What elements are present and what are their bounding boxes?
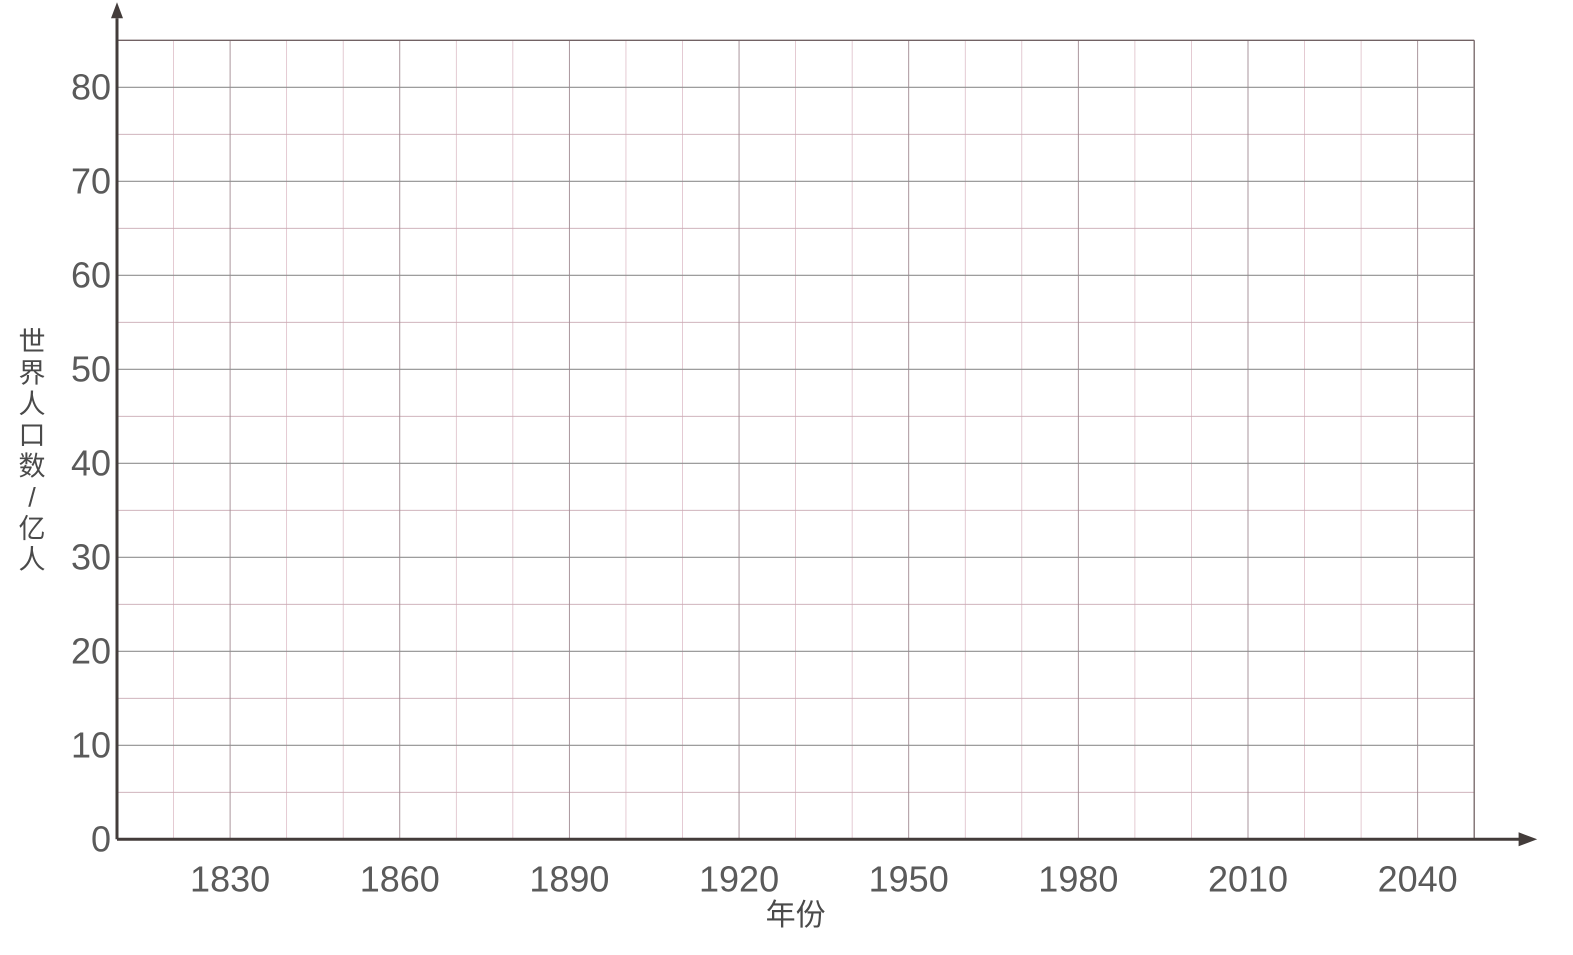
svg-text:40: 40 (71, 442, 111, 483)
svg-text:20: 20 (71, 630, 111, 671)
svg-text:1890: 1890 (529, 858, 609, 899)
svg-text:1860: 1860 (360, 858, 440, 899)
svg-text:世界人口数/亿人: 世界人口数/亿人 (19, 327, 46, 575)
svg-text:60: 60 (71, 254, 111, 295)
svg-text:1920: 1920 (699, 858, 779, 899)
svg-text:2040: 2040 (1378, 858, 1458, 899)
svg-text:0: 0 (91, 818, 111, 859)
svg-text:10: 10 (71, 724, 111, 765)
svg-text:1950: 1950 (869, 858, 949, 899)
svg-text:1980: 1980 (1038, 858, 1118, 899)
svg-text:80: 80 (71, 66, 111, 107)
svg-text:30: 30 (71, 536, 111, 577)
svg-text:1830: 1830 (190, 858, 270, 899)
svg-text:70: 70 (71, 160, 111, 201)
svg-text:年份: 年份 (766, 899, 826, 932)
svg-text:2010: 2010 (1208, 858, 1288, 899)
svg-text:50: 50 (71, 348, 111, 389)
